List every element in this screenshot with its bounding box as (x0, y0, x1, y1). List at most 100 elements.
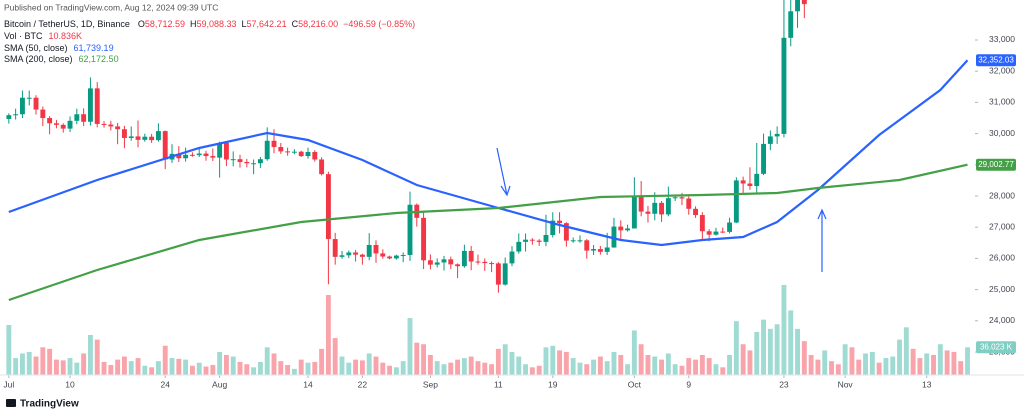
volume-bar (733, 321, 739, 375)
volume-bar (584, 364, 590, 375)
candle-body (325, 174, 331, 240)
y-tick-label: 24,000 (989, 315, 1015, 325)
candle-body (407, 204, 413, 255)
x-tick-label: 14 (303, 379, 313, 389)
volume-bar (951, 351, 957, 375)
volume-bar (557, 350, 563, 375)
volume-bar (33, 356, 39, 375)
candle-body (210, 156, 216, 158)
candle-body (638, 196, 644, 212)
sma-line (8, 163, 968, 302)
volume-bar (699, 355, 705, 375)
volume-bar (149, 367, 155, 375)
candle-body (101, 123, 107, 125)
x-tick-label: 11 (494, 379, 503, 389)
volume-bar (754, 331, 760, 375)
volume-bar (577, 362, 583, 375)
volume-bar (81, 353, 87, 375)
volume-bar (353, 359, 359, 375)
candle-body (502, 263, 508, 285)
candle-body (271, 140, 277, 148)
volume-bar (672, 364, 678, 375)
candle-body (652, 202, 658, 214)
candle-body (761, 143, 766, 174)
volume-bar (761, 319, 766, 375)
volume-bar (965, 347, 970, 375)
volume-bar (468, 356, 474, 375)
volume-bar (53, 359, 59, 375)
volume-bar (829, 361, 834, 375)
candle-body (679, 197, 685, 199)
volume-bar (917, 358, 923, 375)
volume-bar (67, 358, 73, 375)
price-pane (6, 0, 969, 302)
volume-bar (393, 367, 399, 375)
y-tick-label: 30,000 (989, 128, 1015, 138)
volume-bar (223, 355, 229, 375)
volume-bar (448, 362, 454, 375)
candle-body (733, 180, 739, 223)
drawings (496, 147, 827, 272)
volume-bar (441, 364, 447, 375)
candle-body (319, 159, 325, 175)
candle-body (81, 114, 87, 122)
arrow-down (496, 147, 511, 197)
candle-body (305, 152, 311, 157)
candle-body (631, 196, 637, 229)
volume-pane (6, 285, 970, 375)
ohlc-value: 58,712.59 (145, 19, 185, 29)
volume-bar (897, 339, 902, 375)
candle-body (26, 97, 32, 99)
volume-bar (645, 355, 651, 375)
volume-bar (604, 361, 610, 375)
candle-body (740, 180, 746, 184)
volume-bar (795, 328, 800, 375)
volume-bar (387, 365, 393, 375)
arrow-up (817, 208, 827, 272)
sma-value: 61,739.19 (74, 43, 114, 53)
candle-body (196, 153, 202, 156)
volume-bar (455, 359, 461, 375)
candle-body (563, 223, 569, 241)
candle-body (298, 151, 304, 157)
volume-bar (713, 364, 719, 375)
volume-bar (856, 359, 862, 375)
candle-body (665, 198, 671, 215)
candle-body (162, 131, 168, 160)
volume-bar (727, 355, 732, 375)
candle-body (781, 37, 787, 134)
volume-bar (883, 358, 889, 375)
brand-logo: TradingView (6, 399, 79, 410)
volume-bar (217, 351, 223, 375)
volume-bar (625, 364, 631, 375)
volume-bar (502, 344, 508, 375)
candle-body (713, 231, 719, 235)
x-tick-label: Jul (3, 379, 14, 389)
legend-symbol: Bitcoin / TetherUS, 1D, Binance (4, 19, 130, 29)
candle-body (332, 239, 338, 257)
volume-bar (536, 365, 542, 375)
volume-bar (407, 318, 413, 375)
candle-body (795, 0, 800, 12)
ohlc-value: 57,642.21 (247, 19, 287, 29)
y-tick-label: 33,000 (989, 34, 1015, 44)
volume-bar (264, 347, 270, 375)
volume-bar (937, 344, 943, 375)
candle-body (217, 142, 223, 158)
x-tick-label: 24 (160, 379, 170, 389)
volume-bar (516, 356, 522, 375)
volume-bar (767, 328, 773, 375)
candle-body (373, 244, 379, 254)
volume-bar (230, 356, 236, 375)
volume-bar (47, 348, 53, 375)
volume-bar (461, 358, 467, 375)
candle-body (659, 202, 665, 215)
volume-bar (176, 358, 182, 375)
change: −496.59 (−0.85%) (343, 19, 415, 29)
candle-body (455, 264, 461, 267)
ohlc-key: C (292, 19, 299, 29)
volume-bar (523, 364, 529, 375)
candle-body (727, 222, 732, 232)
candle-body (237, 159, 243, 162)
